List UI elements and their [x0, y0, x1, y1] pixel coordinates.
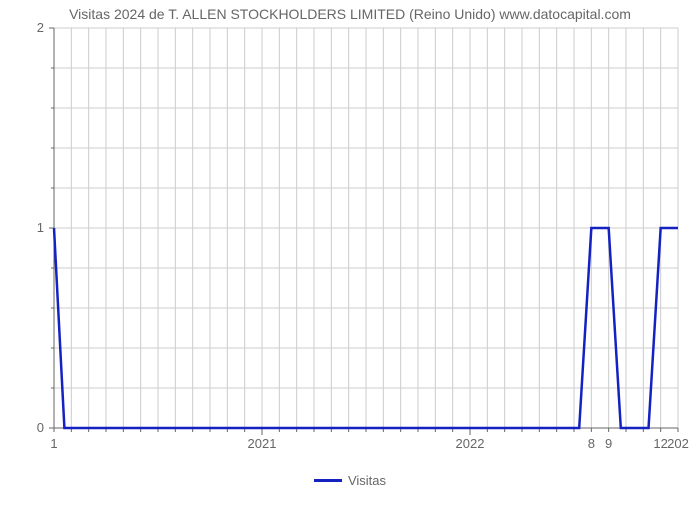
svg-text:1: 1 [37, 220, 44, 235]
svg-text:9: 9 [605, 436, 612, 451]
legend-item-visitas: Visitas [314, 473, 386, 488]
svg-text:12: 12 [653, 436, 667, 451]
svg-text:1: 1 [50, 436, 57, 451]
svg-text:0: 0 [37, 420, 44, 435]
line-chart: 0122021202218912202 [0, 0, 700, 500]
legend-label: Visitas [348, 473, 386, 488]
legend-swatch [314, 479, 342, 482]
chart-container: Visitas 2024 de T. ALLEN STOCKHOLDERS LI… [0, 0, 700, 500]
svg-text:202: 202 [667, 436, 689, 451]
legend: Visitas [0, 470, 700, 488]
chart-title: Visitas 2024 de T. ALLEN STOCKHOLDERS LI… [0, 6, 700, 22]
svg-text:2021: 2021 [248, 436, 277, 451]
svg-text:2022: 2022 [456, 436, 485, 451]
svg-text:2: 2 [37, 20, 44, 35]
svg-text:8: 8 [588, 436, 595, 451]
